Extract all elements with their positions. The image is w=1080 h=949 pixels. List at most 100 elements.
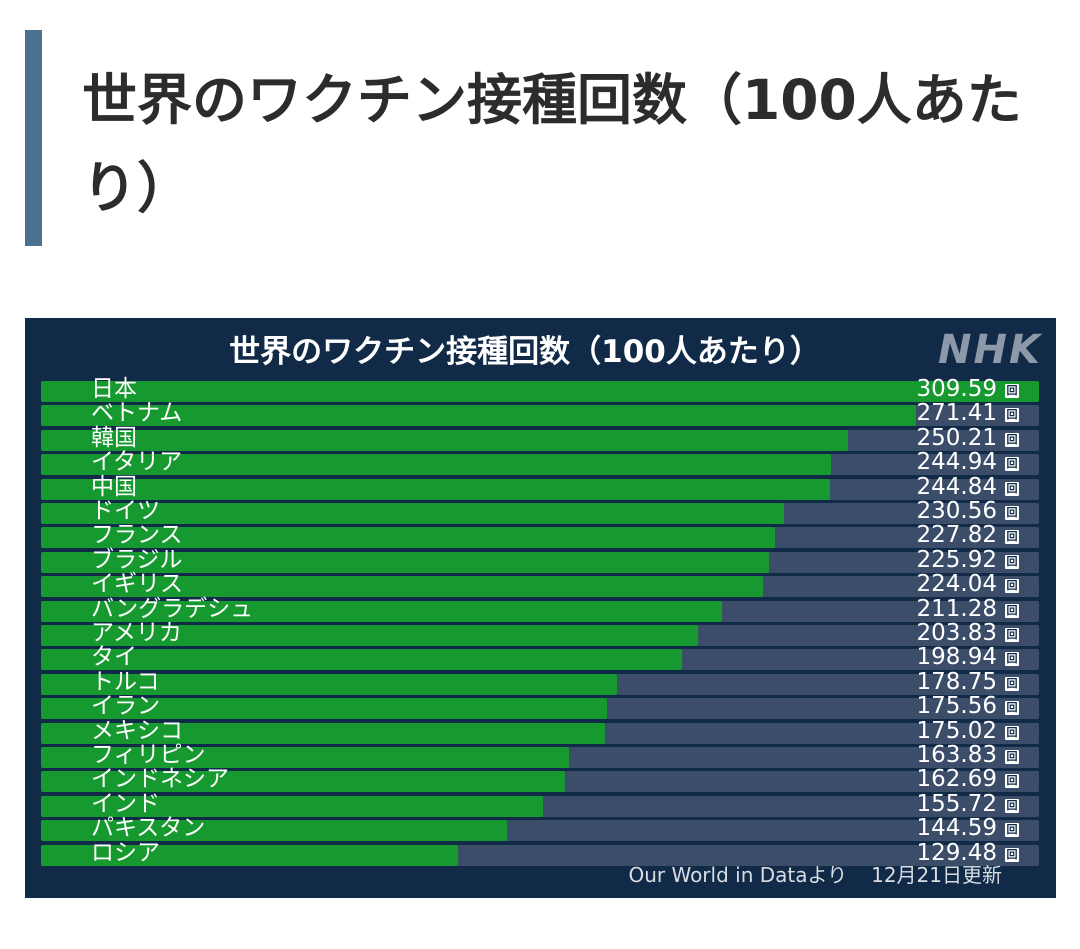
chart-panel: 世界のワクチン接種回数（100人あたり） NHK 日本 309.59 回ベトナム 27… bbox=[25, 318, 1056, 898]
bar-row: ロシア 129.48 回 bbox=[41, 840, 1041, 867]
update-date: 12月21日更新 bbox=[871, 863, 1002, 887]
bar-category-label: バングラデシュ bbox=[91, 595, 254, 622]
unit-icon: 回 bbox=[1005, 481, 1019, 496]
bar-category-label: 中国 bbox=[91, 473, 137, 500]
bar-category-label: ベトナム bbox=[91, 400, 183, 427]
bar bbox=[41, 698, 607, 720]
bar-category-label: フランス bbox=[91, 522, 183, 549]
bar-category-label: インド bbox=[91, 790, 160, 817]
unit-icon: 回 bbox=[1005, 432, 1019, 447]
unit-icon: 回 bbox=[1005, 579, 1019, 594]
bar bbox=[41, 649, 682, 671]
bar-value-label: 244.94 bbox=[916, 449, 997, 476]
bar-row: フランス 227.82 回 bbox=[41, 522, 1041, 549]
bar-category-label: 韓国 bbox=[91, 424, 137, 451]
unit-icon: 回 bbox=[1005, 847, 1019, 862]
unit-icon: 回 bbox=[1005, 506, 1019, 520]
bar bbox=[41, 600, 722, 622]
bar-category-label: イタリア bbox=[91, 449, 183, 476]
article-heading: 世界のワクチン接種回数（100人あたり） bbox=[82, 68, 1022, 220]
unit-icon: 回 bbox=[1005, 408, 1019, 423]
bar-value-label: 211.28 bbox=[916, 595, 997, 622]
bar-category-label: アメリカ bbox=[91, 620, 182, 646]
bar-row: フィリピン 163.83 回 bbox=[41, 742, 1041, 769]
bar-value-label: 271.41 bbox=[916, 400, 997, 427]
bar-value-label: 129.48 bbox=[916, 839, 997, 866]
bar bbox=[41, 844, 458, 866]
unit-icon: 回 bbox=[1005, 676, 1019, 691]
bar-value-label: 198.94 bbox=[916, 644, 997, 671]
bar bbox=[41, 405, 916, 427]
bar bbox=[41, 771, 565, 793]
unit-icon: 回 bbox=[1005, 457, 1019, 472]
bar bbox=[41, 381, 1039, 402]
bar-value-label: 225.92 bbox=[916, 546, 997, 573]
bar-row: バングラデシュ 211.28 回 bbox=[41, 596, 1041, 623]
bar-row: 日本 309.59 回 bbox=[41, 376, 1041, 403]
bar-category-label: トルコ bbox=[91, 668, 160, 695]
bar-value-label: 230.56 bbox=[916, 498, 997, 524]
bar-row: パキスタン 144.59 回 bbox=[41, 815, 1041, 842]
bar-row: アメリカ 203.83 回 bbox=[41, 620, 1041, 647]
bar-category-label: タイ bbox=[91, 644, 137, 671]
bar bbox=[41, 747, 569, 768]
bar-value-label: 155.72 bbox=[916, 790, 997, 817]
unit-icon: 回 bbox=[1005, 603, 1019, 618]
bar bbox=[41, 429, 848, 451]
unit-icon: 回 bbox=[1005, 384, 1019, 398]
unit-icon: 回 bbox=[1005, 823, 1019, 838]
unit-icon: 回 bbox=[1005, 701, 1019, 716]
bar-row: タイ 198.94 回 bbox=[41, 644, 1041, 671]
bar-row: イラン 175.56 回 bbox=[41, 693, 1041, 720]
unit-icon: 回 bbox=[1005, 652, 1019, 667]
bar-category-label: ドイツ bbox=[91, 498, 160, 524]
unit-icon: 回 bbox=[1005, 554, 1019, 569]
bar bbox=[41, 527, 775, 549]
chart-footer: Our World in Dataより 12月21日更新 bbox=[628, 862, 1002, 888]
bar-category-label: 日本 bbox=[91, 376, 137, 402]
bar-row: メキシコ 175.02 回 bbox=[41, 718, 1041, 745]
bar-rows: 日本 309.59 回ベトナム 271.41 回韓国 250.21 回イタリア 244.94 回… bbox=[41, 376, 1041, 866]
bar-row: インド 155.72 回 bbox=[41, 791, 1041, 818]
bar-row: ドイツ 230.56 回 bbox=[41, 498, 1041, 525]
bar bbox=[41, 625, 698, 646]
bar-category-label: イラン bbox=[91, 693, 160, 720]
bar-row: インドネシア 162.69 回 bbox=[41, 766, 1041, 793]
bar-category-label: パキスタン bbox=[91, 815, 206, 842]
bar-category-label: メキシコ bbox=[91, 717, 183, 744]
bar-value-label: 163.83 bbox=[916, 742, 997, 768]
bar-category-label: フィリピン bbox=[91, 742, 206, 768]
bar bbox=[41, 722, 605, 744]
bar-value-label: 224.04 bbox=[916, 571, 997, 598]
nhk-logo: NHK bbox=[938, 327, 1042, 373]
bar bbox=[41, 478, 830, 500]
unit-icon: 回 bbox=[1005, 750, 1019, 764]
bar-row: イギリス 224.04 回 bbox=[41, 571, 1041, 598]
bar bbox=[41, 576, 763, 598]
bar-value-label: 175.02 bbox=[916, 717, 997, 744]
bar-row: ベトナム 271.41 回 bbox=[41, 400, 1041, 427]
bar-row: イタリア 244.94 回 bbox=[41, 449, 1041, 476]
bar-value-label: 227.82 bbox=[916, 522, 997, 549]
bar bbox=[41, 551, 769, 573]
heading-accent-bar bbox=[25, 30, 42, 246]
bar bbox=[41, 795, 543, 817]
source-note: Our World in Dataより bbox=[628, 863, 848, 887]
bar-row: 中国 244.84 回 bbox=[41, 474, 1041, 501]
bar bbox=[41, 454, 831, 476]
bar-category-label: ブラジル bbox=[91, 546, 183, 573]
bar-category-label: インドネシア bbox=[91, 766, 229, 793]
bar bbox=[41, 820, 507, 842]
bar-value-label: 309.59 bbox=[916, 376, 997, 402]
chart-title: 世界のワクチン接種回数（100人あたり） bbox=[229, 334, 821, 370]
unit-icon: 回 bbox=[1005, 725, 1019, 740]
unit-icon: 回 bbox=[1005, 628, 1019, 642]
bar-category-label: イギリス bbox=[91, 571, 183, 598]
bar bbox=[41, 503, 784, 524]
bar-value-label: 244.84 bbox=[916, 473, 997, 500]
bar-value-label: 175.56 bbox=[916, 693, 997, 720]
bar-value-label: 178.75 bbox=[916, 668, 997, 695]
bar-row: トルコ 178.75 回 bbox=[41, 669, 1041, 696]
bar-row: ブラジル 225.92 回 bbox=[41, 547, 1041, 574]
bar-value-label: 144.59 bbox=[916, 815, 997, 842]
